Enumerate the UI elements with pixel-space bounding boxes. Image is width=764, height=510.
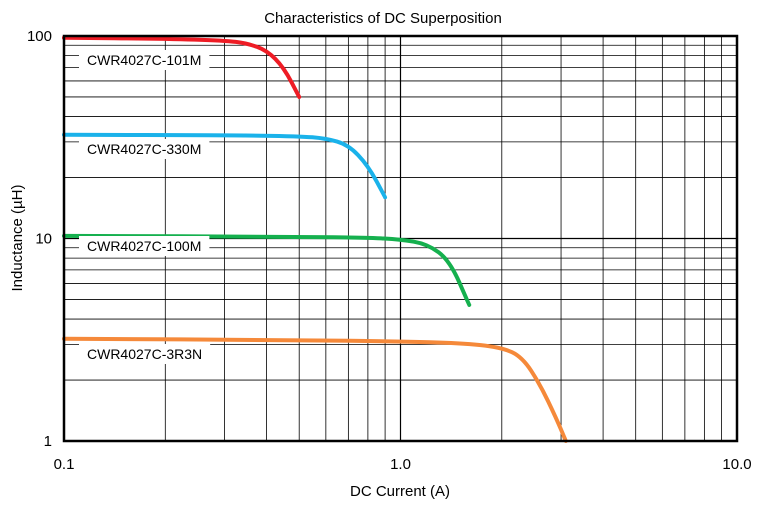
x-axis-label: DC Current (A) — [350, 483, 450, 500]
series-labels: CWR4027C-101M CWR4027C-330M CWR4027C-100M C… — [79, 50, 211, 364]
y-tick-label: 1 — [44, 433, 52, 450]
x-tick-labels: 0.1 1.0 10.0 — [54, 456, 752, 473]
series-label-3: CWR4027C-3R3N — [87, 346, 202, 362]
y-axis-label: Inductance (µH) — [9, 184, 26, 291]
y-tick-labels: 1 10 100 — [27, 28, 52, 450]
y-tick-label: 100 — [27, 28, 52, 45]
x-tick-label: 10.0 — [722, 456, 751, 473]
series-line-0 — [62, 35, 302, 99]
series-label-0: CWR4027C-101M — [87, 52, 201, 68]
y-tick-label: 10 — [35, 231, 52, 248]
plot-frame — [62, 34, 739, 443]
x-tick-label: 1.0 — [390, 456, 411, 473]
x-tick-label: 0.1 — [54, 456, 75, 473]
chart-title: Characteristics of DC Superposition — [264, 10, 502, 27]
grid — [64, 36, 737, 441]
series-label-background — [79, 50, 210, 70]
series-label-background — [79, 139, 210, 159]
series-label-background — [79, 236, 210, 256]
series-line-1 — [62, 132, 388, 200]
series-label-2: CWR4027C-100M — [87, 238, 201, 254]
series-label-1: CWR4027C-330M — [87, 141, 201, 157]
series-line-3 — [62, 336, 568, 444]
series-label-background — [79, 344, 211, 364]
